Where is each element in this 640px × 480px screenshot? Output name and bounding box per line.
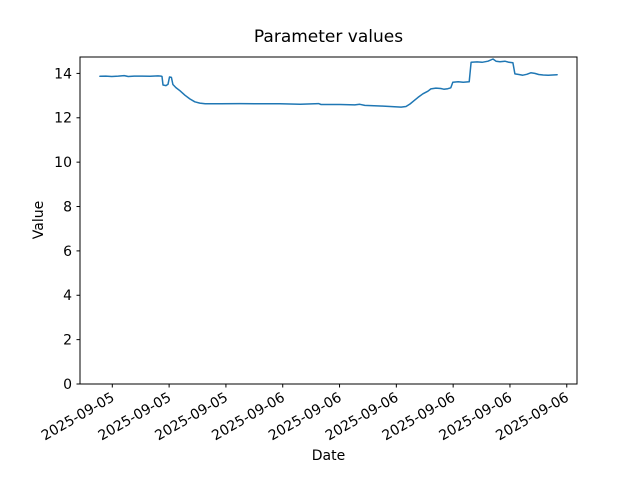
y-axis-label: Value — [31, 200, 47, 240]
y-tick-label: 10 — [54, 155, 72, 171]
y-tick-label: 8 — [63, 199, 72, 215]
y-tick-label: 12 — [54, 111, 72, 127]
y-tick-label: 0 — [63, 377, 72, 393]
y-tick-label: 2 — [63, 333, 72, 349]
plot-area — [79, 56, 578, 385]
y-tick-label: 14 — [54, 66, 72, 82]
y-tick-label: 6 — [63, 244, 72, 260]
chart-title: Parameter values — [253, 27, 404, 47]
x-axis-label: Date — [311, 448, 346, 464]
y-tick-label: 4 — [63, 288, 72, 304]
series-line — [99, 58, 558, 108]
